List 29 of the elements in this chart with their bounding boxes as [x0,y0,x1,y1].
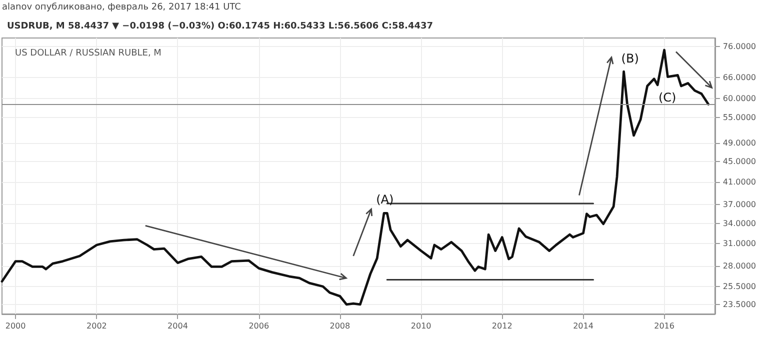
x-tick-label: 2014 [573,322,594,330]
annotation: (C) [658,90,676,104]
y-tick-label: 49.0000 [722,138,756,148]
text: alanov опубликовано, февраль 26, 2017 18:41 UTC [2,2,241,12]
x-tick-label: 2016 [654,322,674,330]
x-tick-label: 2008 [330,322,350,330]
y-tick-label: 41.0000 [722,178,756,187]
line-series [0,48,710,306]
y-tick-label: 60.0000 [722,94,756,103]
x-tick-label: 2004 [168,322,188,330]
y-tick-label: 37.0000 [722,200,756,210]
y-tick-label: 76.0000 [722,42,756,52]
annotation: (B) [621,52,639,66]
x-tick-label: 2002 [86,322,107,330]
y-tick-label: 45.0000 [722,157,756,166]
y-tick-label: 25.5000 [722,282,756,291]
x-tick-label: 2012 [492,322,512,330]
x-tick-label: 2010 [410,322,432,330]
y-tick-label: 55.0000 [722,113,756,122]
y-tick-label: 28.0000 [722,261,756,270]
x-tick-label: 2000 [5,322,26,330]
text: US DOLLAR / RUSSIAN RUBLE, M [15,48,162,58]
y-tick-label: 66.0000 [722,73,756,82]
annotation: (A) [376,192,394,206]
chart-subtitle: USDRUB, M 58.4437 ▼ −0.0198 (−0.03%) O:60.1745 H:60.5433 L:56.5606 C:58.4437 [7,22,433,32]
y-tick-label: 23.5000 [722,300,756,309]
y-tick-label: 31.0000 [722,239,756,248]
x-tick-label: 2006 [248,322,270,330]
y-tick-label: 34.0000 [722,218,756,228]
